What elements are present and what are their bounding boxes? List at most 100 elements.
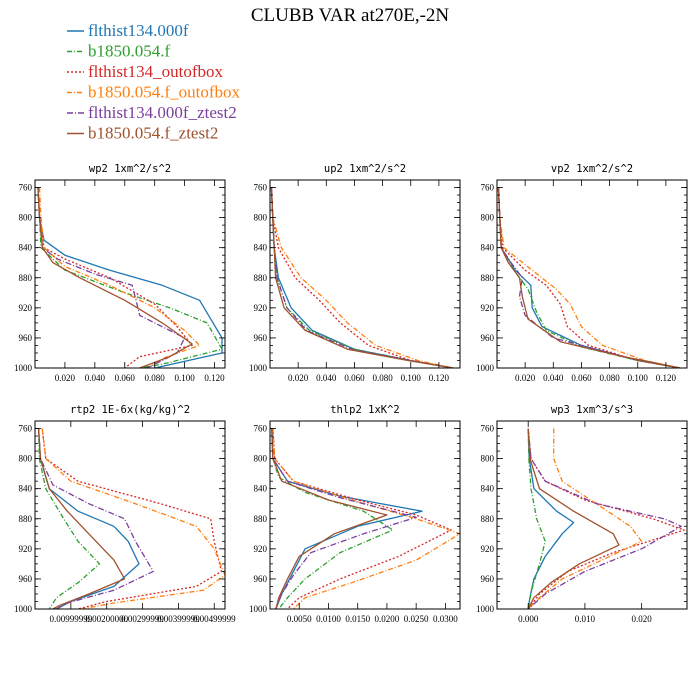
series-line (37, 187, 186, 368)
series-line (497, 187, 681, 368)
y-tick-label: 1000 (249, 604, 268, 614)
panel-5: thlp2 1xK^2 760 800 840 880 920 960 1000 0.0050 0… (249, 404, 461, 624)
series-line (497, 187, 681, 368)
y-tick-label: 880 (481, 514, 495, 524)
legend-entry: flthist134_outofbox (67, 62, 224, 81)
x-tick-label: 0.010 (575, 614, 596, 624)
y-tick-label: 920 (19, 544, 33, 554)
y-tick-label: 760 (481, 424, 495, 434)
y-tick-label: 840 (19, 243, 33, 253)
x-tick-label: 0.060 (571, 373, 592, 383)
series-line (37, 187, 193, 368)
x-tick-label: 0.060 (344, 373, 365, 383)
x-tick-label: 0.00200000 (85, 614, 128, 624)
y-tick-label: 960 (481, 574, 495, 584)
series-line (527, 428, 620, 609)
panel-6: wp3 1xm^3/s^3 760 800 840 880 920 960 1000 0.000… (476, 404, 688, 624)
legend-entry: b1850.054.f_ztest2 (67, 124, 218, 143)
x-tick-label: 0.080 (145, 373, 166, 383)
panel-1: wp2 1xm^2/s^2 760 800 840 880 920 960 1000 0.020… (14, 163, 226, 383)
y-tick-label: 1000 (14, 604, 33, 614)
x-tick-label: 0.0100 (316, 614, 341, 624)
y-tick-label: 800 (19, 454, 33, 464)
y-tick-label: 960 (19, 574, 33, 584)
series-line (270, 187, 454, 368)
y-tick-label: 760 (254, 183, 268, 193)
legend-entry: b1850.054.f (67, 42, 171, 61)
y-tick-label: 880 (254, 514, 268, 524)
x-tick-label: 0.060 (115, 373, 136, 383)
y-tick-label: 840 (481, 484, 495, 494)
series-line (497, 187, 681, 368)
y-tick-label: 880 (254, 273, 268, 283)
series-line (37, 428, 101, 609)
y-tick-label: 920 (254, 303, 268, 313)
panel-4: rtp2 1E-6x(kg/kg)^2 760 800 840 880 920 960 100… (14, 404, 236, 624)
x-tick-label: 0.0150 (345, 614, 370, 624)
x-tick-label: 0.0300 (433, 614, 458, 624)
plot-frame (269, 179, 461, 369)
series-line (37, 428, 140, 609)
series-line (271, 428, 394, 609)
x-tick-label: 0.040 (85, 373, 106, 383)
legend-label: b1850.054.f (88, 42, 171, 61)
y-tick-label: 960 (254, 333, 268, 343)
x-tick-label: 0.080 (372, 373, 393, 383)
y-tick-label: 880 (19, 273, 33, 283)
series-line (497, 187, 681, 368)
series-line (270, 187, 454, 368)
x-tick-label: 0.020 (632, 614, 653, 624)
series-line (271, 428, 388, 609)
series-line (527, 428, 685, 609)
legend-label: b1850.054.f_ztest2 (88, 124, 218, 143)
legend: flthist134.000f b1850.054.fflthist134_out… (67, 21, 241, 143)
x-tick-label: 0.00299999 (121, 614, 164, 624)
x-tick-label: 0.120 (429, 373, 450, 383)
series-line (497, 187, 681, 368)
series-line (37, 428, 126, 609)
figure-title: CLUBB VAR at270E,-2N (251, 5, 450, 26)
y-tick-label: 840 (254, 484, 268, 494)
panel-title: up2 1xm^2/s^2 (324, 163, 406, 175)
panels: wp2 1xm^2/s^2 760 800 840 880 920 960 1000 0.020… (14, 163, 688, 624)
series-line (38, 187, 201, 368)
y-tick-label: 760 (254, 424, 268, 434)
series-line (527, 428, 643, 609)
x-tick-label: 0.040 (316, 373, 337, 383)
y-tick-label: 960 (254, 574, 268, 584)
y-tick-label: 1000 (476, 363, 495, 373)
panel-title: thlp2 1xK^2 (330, 404, 400, 416)
plot-frame (34, 179, 226, 369)
x-tick-label: 0.120 (656, 373, 677, 383)
panel-title: rtp2 1E-6x(kg/kg)^2 (70, 404, 190, 416)
x-tick-label: 0.100 (174, 373, 195, 383)
x-tick-label: 0.00399999 (157, 614, 200, 624)
plot-frame (496, 179, 688, 369)
x-tick-label: 0.0050 (287, 614, 312, 624)
series-line (271, 428, 423, 609)
y-tick-label: 800 (254, 454, 268, 464)
y-tick-label: 920 (481, 544, 495, 554)
series-line (272, 428, 460, 609)
legend-entry: flthist134.000f_ztest2 (67, 103, 237, 122)
y-tick-label: 1000 (249, 363, 268, 373)
series-line (270, 187, 454, 368)
y-tick-label: 840 (254, 243, 268, 253)
legend-label: flthist134.000f_ztest2 (88, 103, 237, 122)
panel-title: vp2 1xm^2/s^2 (551, 163, 633, 175)
y-tick-label: 880 (481, 273, 495, 283)
y-tick-label: 760 (19, 183, 33, 193)
x-tick-label: 0.0200 (375, 614, 400, 624)
x-tick-label: 0.040 (543, 373, 564, 383)
x-tick-label: 0.00499999 (193, 614, 236, 624)
legend-label: flthist134_outofbox (88, 62, 224, 81)
y-tick-label: 760 (19, 424, 33, 434)
y-tick-label: 960 (481, 333, 495, 343)
x-tick-label: 0.0250 (404, 614, 429, 624)
y-tick-label: 1000 (14, 363, 33, 373)
series-line (37, 187, 223, 368)
series-line (270, 187, 454, 368)
series-line (270, 187, 454, 368)
plot-frame (34, 420, 226, 610)
panel-title: wp3 1xm^3/s^3 (551, 404, 633, 416)
